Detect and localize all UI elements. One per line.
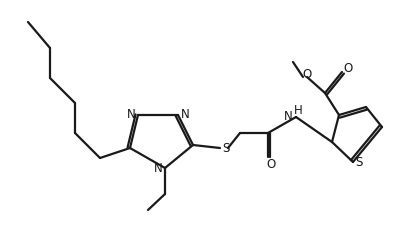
Text: O: O [267,158,276,172]
Text: O: O [302,68,311,82]
Text: H: H [294,104,302,118]
Text: O: O [343,62,353,76]
Text: S: S [222,142,229,155]
Text: N: N [180,108,190,121]
Text: N: N [126,108,136,121]
Text: N: N [154,162,162,175]
Text: S: S [355,156,363,169]
Text: N: N [284,110,293,124]
